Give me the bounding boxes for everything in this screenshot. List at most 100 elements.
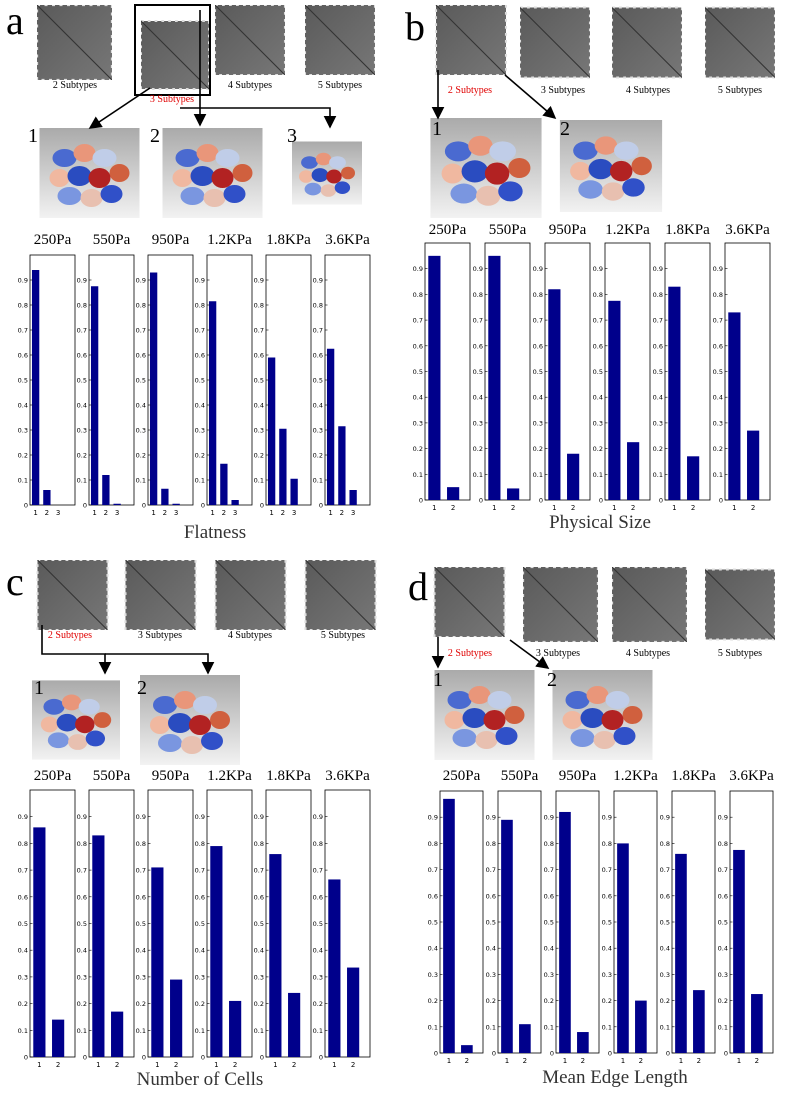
y-tick-label: 0.5 (195, 377, 205, 385)
y-tick-label: 0.5 (18, 920, 28, 928)
y-tick-label: 0.1 (713, 471, 723, 479)
x-tick-label: 2 (639, 1057, 643, 1065)
y-tick-label: 0.5 (18, 377, 28, 385)
subtype-label: 3 Subtypes (536, 648, 580, 659)
y-tick-label: 0.4 (77, 947, 87, 955)
x-tick-label: 1 (210, 509, 214, 517)
y-tick-label: 0.4 (660, 945, 670, 953)
heatmap (612, 567, 687, 642)
render (162, 128, 263, 218)
bar (519, 1024, 531, 1053)
chart-title: 1.8KPa (266, 768, 311, 784)
y-tick-label: 0.6 (77, 893, 87, 901)
y-tick-label: 0.3 (428, 971, 438, 979)
y-tick-label: 0.8 (486, 840, 496, 848)
cluster-number: 3 (287, 125, 297, 147)
y-tick-label: 0 (539, 497, 543, 505)
y-tick-label: 0.7 (653, 317, 663, 325)
x-tick-label: 1 (737, 1057, 741, 1065)
x-tick-label: 2 (56, 1061, 60, 1069)
selection-box (134, 4, 211, 96)
subtype-label: 3 Subtypes (541, 85, 585, 96)
y-tick-label: 0.3 (653, 419, 663, 427)
x-tick-label: 1 (33, 509, 37, 517)
y-tick-label: 0.6 (713, 342, 723, 350)
y-tick-label: 0.3 (713, 419, 723, 427)
y-tick-label: 0.4 (713, 394, 723, 402)
y-tick-label: 0.3 (593, 419, 603, 427)
cluster-number: 2 (560, 118, 570, 140)
y-tick-label: 0.6 (136, 352, 146, 360)
bar (567, 453, 580, 500)
y-tick-label: 0.6 (413, 342, 423, 350)
y-tick-label: 0.8 (718, 840, 728, 848)
y-tick-label: 0.3 (195, 973, 205, 981)
bar (43, 490, 51, 505)
y-tick-label: 0.1 (18, 1027, 28, 1035)
y-tick-label: 0.2 (18, 452, 28, 460)
subtype-label: 4 Subtypes (626, 85, 670, 96)
y-tick-label: 0.7 (195, 867, 205, 875)
cluster-number: 1 (28, 125, 38, 147)
x-tick-label: 1 (732, 504, 736, 512)
y-tick-label: 0.5 (486, 919, 496, 927)
y-tick-label: 0.6 (660, 892, 670, 900)
x-tick-label: 1 (92, 509, 96, 517)
cluster-number: 2 (547, 669, 557, 691)
y-tick-label: 0.5 (428, 919, 438, 927)
y-tick-label: 0.4 (18, 402, 28, 410)
y-tick-label: 0.7 (136, 327, 146, 335)
chart-title: 1.2KPa (207, 232, 252, 248)
x-tick-label: 2 (631, 504, 635, 512)
x-tick-label: 3 (56, 509, 60, 517)
y-tick-label: 0.6 (77, 352, 87, 360)
y-tick-label: 0.2 (195, 452, 205, 460)
y-tick-label: 0.2 (718, 997, 728, 1005)
heatmap (705, 568, 775, 641)
y-tick-label: 0.6 (593, 342, 603, 350)
feature-label: Mean Edge Length (542, 1067, 688, 1088)
y-tick-label: 0.5 (544, 919, 554, 927)
render (430, 118, 542, 218)
y-tick-label: 0.9 (254, 277, 264, 285)
x-tick-label: 3 (292, 509, 296, 517)
y-tick-label: 0 (142, 1054, 146, 1062)
bar (501, 819, 513, 1053)
y-tick-label: 0.9 (544, 814, 554, 822)
y-tick-label: 0.2 (713, 445, 723, 453)
y-tick-label: 0 (24, 1054, 28, 1062)
x-tick-label: 1 (505, 1057, 509, 1065)
y-tick-label: 0.5 (313, 920, 323, 928)
render (559, 120, 663, 212)
bar (231, 500, 239, 505)
y-tick-label: 0.9 (486, 814, 496, 822)
y-tick-label: 0.2 (313, 452, 323, 460)
render (292, 141, 362, 205)
y-tick-label: 0.4 (533, 394, 543, 402)
y-tick-label: 0 (201, 1054, 205, 1062)
y-tick-label: 0.9 (195, 813, 205, 821)
y-tick-label: 0 (260, 502, 264, 510)
arrow (88, 87, 151, 129)
y-tick-label: 0 (719, 497, 723, 505)
y-tick-label: 0.8 (136, 840, 146, 848)
bar (328, 879, 341, 1057)
heatmap (215, 5, 285, 75)
arrow (105, 653, 215, 675)
bar (326, 348, 335, 505)
y-tick-label: 0.8 (77, 302, 87, 310)
y-tick-label: 0.9 (313, 277, 323, 285)
x-tick-label: 2 (581, 1057, 585, 1065)
y-tick-label: 0.5 (136, 920, 146, 928)
bar (428, 255, 441, 500)
y-tick-label: 0.7 (473, 317, 483, 325)
y-tick-label: 0.6 (533, 342, 543, 350)
cluster-number: 1 (34, 677, 44, 699)
y-tick-label: 0.5 (473, 368, 483, 376)
x-tick-label: 1 (447, 1057, 451, 1065)
heatmap (37, 5, 112, 80)
y-tick-label: 0.7 (544, 866, 554, 874)
bar (113, 503, 121, 505)
y-tick-label: 0 (419, 497, 423, 505)
y-tick-label: 0.2 (18, 1000, 28, 1008)
